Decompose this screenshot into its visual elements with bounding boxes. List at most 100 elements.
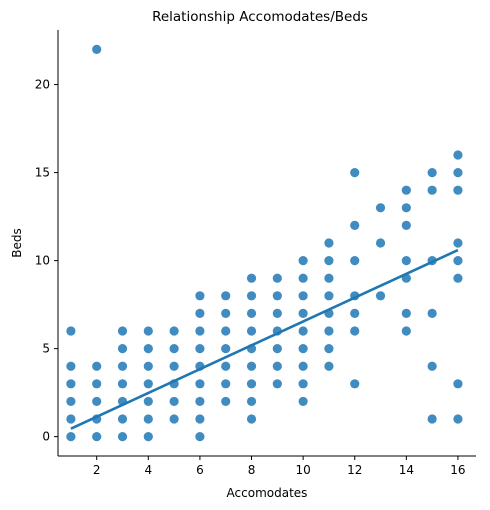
data-point	[195, 344, 205, 354]
data-point	[92, 432, 102, 442]
data-point	[92, 44, 102, 54]
x-ticks: 2 4 6 8 10 12 14 16	[93, 456, 466, 477]
x-tick-label: 2	[93, 463, 101, 477]
data-point	[246, 361, 257, 371]
data-point	[221, 396, 231, 407]
data-point	[143, 379, 153, 389]
data-point	[169, 326, 179, 336]
data-point	[221, 361, 231, 371]
data-point	[143, 414, 153, 424]
data-point	[401, 185, 411, 195]
data-point	[117, 326, 128, 336]
data-point	[169, 396, 179, 407]
data-point	[324, 273, 334, 283]
data-point	[66, 379, 76, 389]
data-point	[66, 326, 76, 336]
data-point	[298, 344, 308, 354]
data-point	[246, 273, 257, 283]
data-point	[117, 379, 128, 389]
data-point	[195, 308, 205, 319]
data-point	[143, 432, 153, 442]
data-point	[324, 361, 334, 371]
data-point	[221, 326, 231, 336]
data-point	[324, 238, 334, 248]
data-point	[246, 379, 257, 389]
data-point	[427, 185, 437, 195]
x-tick-label: 8	[248, 463, 256, 477]
points-layer	[66, 44, 463, 442]
data-point	[92, 379, 102, 389]
data-point	[298, 308, 308, 319]
data-point	[350, 220, 360, 230]
data-point	[117, 344, 128, 354]
data-point	[195, 291, 205, 301]
data-point	[298, 379, 308, 389]
data-point	[453, 256, 463, 266]
data-point	[221, 379, 231, 389]
data-point	[221, 308, 231, 319]
x-tick-label: 4	[144, 463, 152, 477]
data-point	[427, 414, 437, 424]
data-point	[324, 344, 334, 354]
data-point	[169, 344, 179, 354]
data-point	[117, 361, 128, 371]
data-point	[92, 396, 102, 407]
data-point	[117, 414, 128, 424]
chart-title: Relationship Accomodates/Beds	[152, 9, 368, 25]
data-point	[298, 361, 308, 371]
data-point	[453, 167, 463, 178]
x-tick-label: 6	[196, 463, 204, 477]
data-point	[350, 167, 360, 178]
y-tick-label: 10	[35, 254, 50, 268]
data-point	[375, 203, 386, 213]
data-point	[246, 396, 257, 407]
regression-line	[70, 248, 459, 430]
data-point	[66, 432, 76, 442]
data-point	[66, 361, 76, 371]
data-point	[272, 308, 282, 319]
data-point	[453, 185, 463, 195]
data-point	[272, 291, 282, 301]
data-point	[375, 238, 386, 248]
data-point	[324, 256, 334, 266]
data-point	[298, 326, 308, 336]
data-point	[143, 361, 153, 371]
data-point	[195, 432, 205, 442]
data-point	[324, 291, 334, 301]
data-point	[246, 308, 257, 319]
data-point	[143, 326, 153, 336]
data-point	[272, 273, 282, 283]
x-axis-label: Accomodates	[227, 486, 308, 500]
data-point	[401, 308, 411, 319]
data-point	[401, 326, 411, 336]
data-point	[246, 326, 257, 336]
data-point	[401, 220, 411, 230]
data-point	[143, 344, 153, 354]
x-tick-label: 12	[347, 463, 362, 477]
data-point	[453, 273, 463, 283]
data-point	[195, 379, 205, 389]
data-point	[143, 396, 153, 407]
data-point	[195, 414, 205, 424]
data-point	[350, 379, 360, 389]
data-point	[427, 361, 437, 371]
data-point	[375, 291, 386, 301]
data-point	[453, 414, 463, 424]
data-point	[92, 361, 102, 371]
data-point	[246, 414, 257, 424]
y-axis-label: Beds	[10, 228, 24, 257]
x-tick-label: 14	[399, 463, 414, 477]
plot-area	[66, 44, 463, 442]
data-point	[272, 379, 282, 389]
data-point	[298, 273, 308, 283]
data-point	[401, 256, 411, 266]
data-point	[401, 203, 411, 213]
x-tick-label: 10	[295, 463, 310, 477]
data-point	[66, 414, 76, 424]
y-tick-label: 0	[42, 430, 50, 444]
data-point	[117, 432, 128, 442]
data-point	[221, 344, 231, 354]
data-point	[221, 291, 231, 301]
data-point	[272, 344, 282, 354]
